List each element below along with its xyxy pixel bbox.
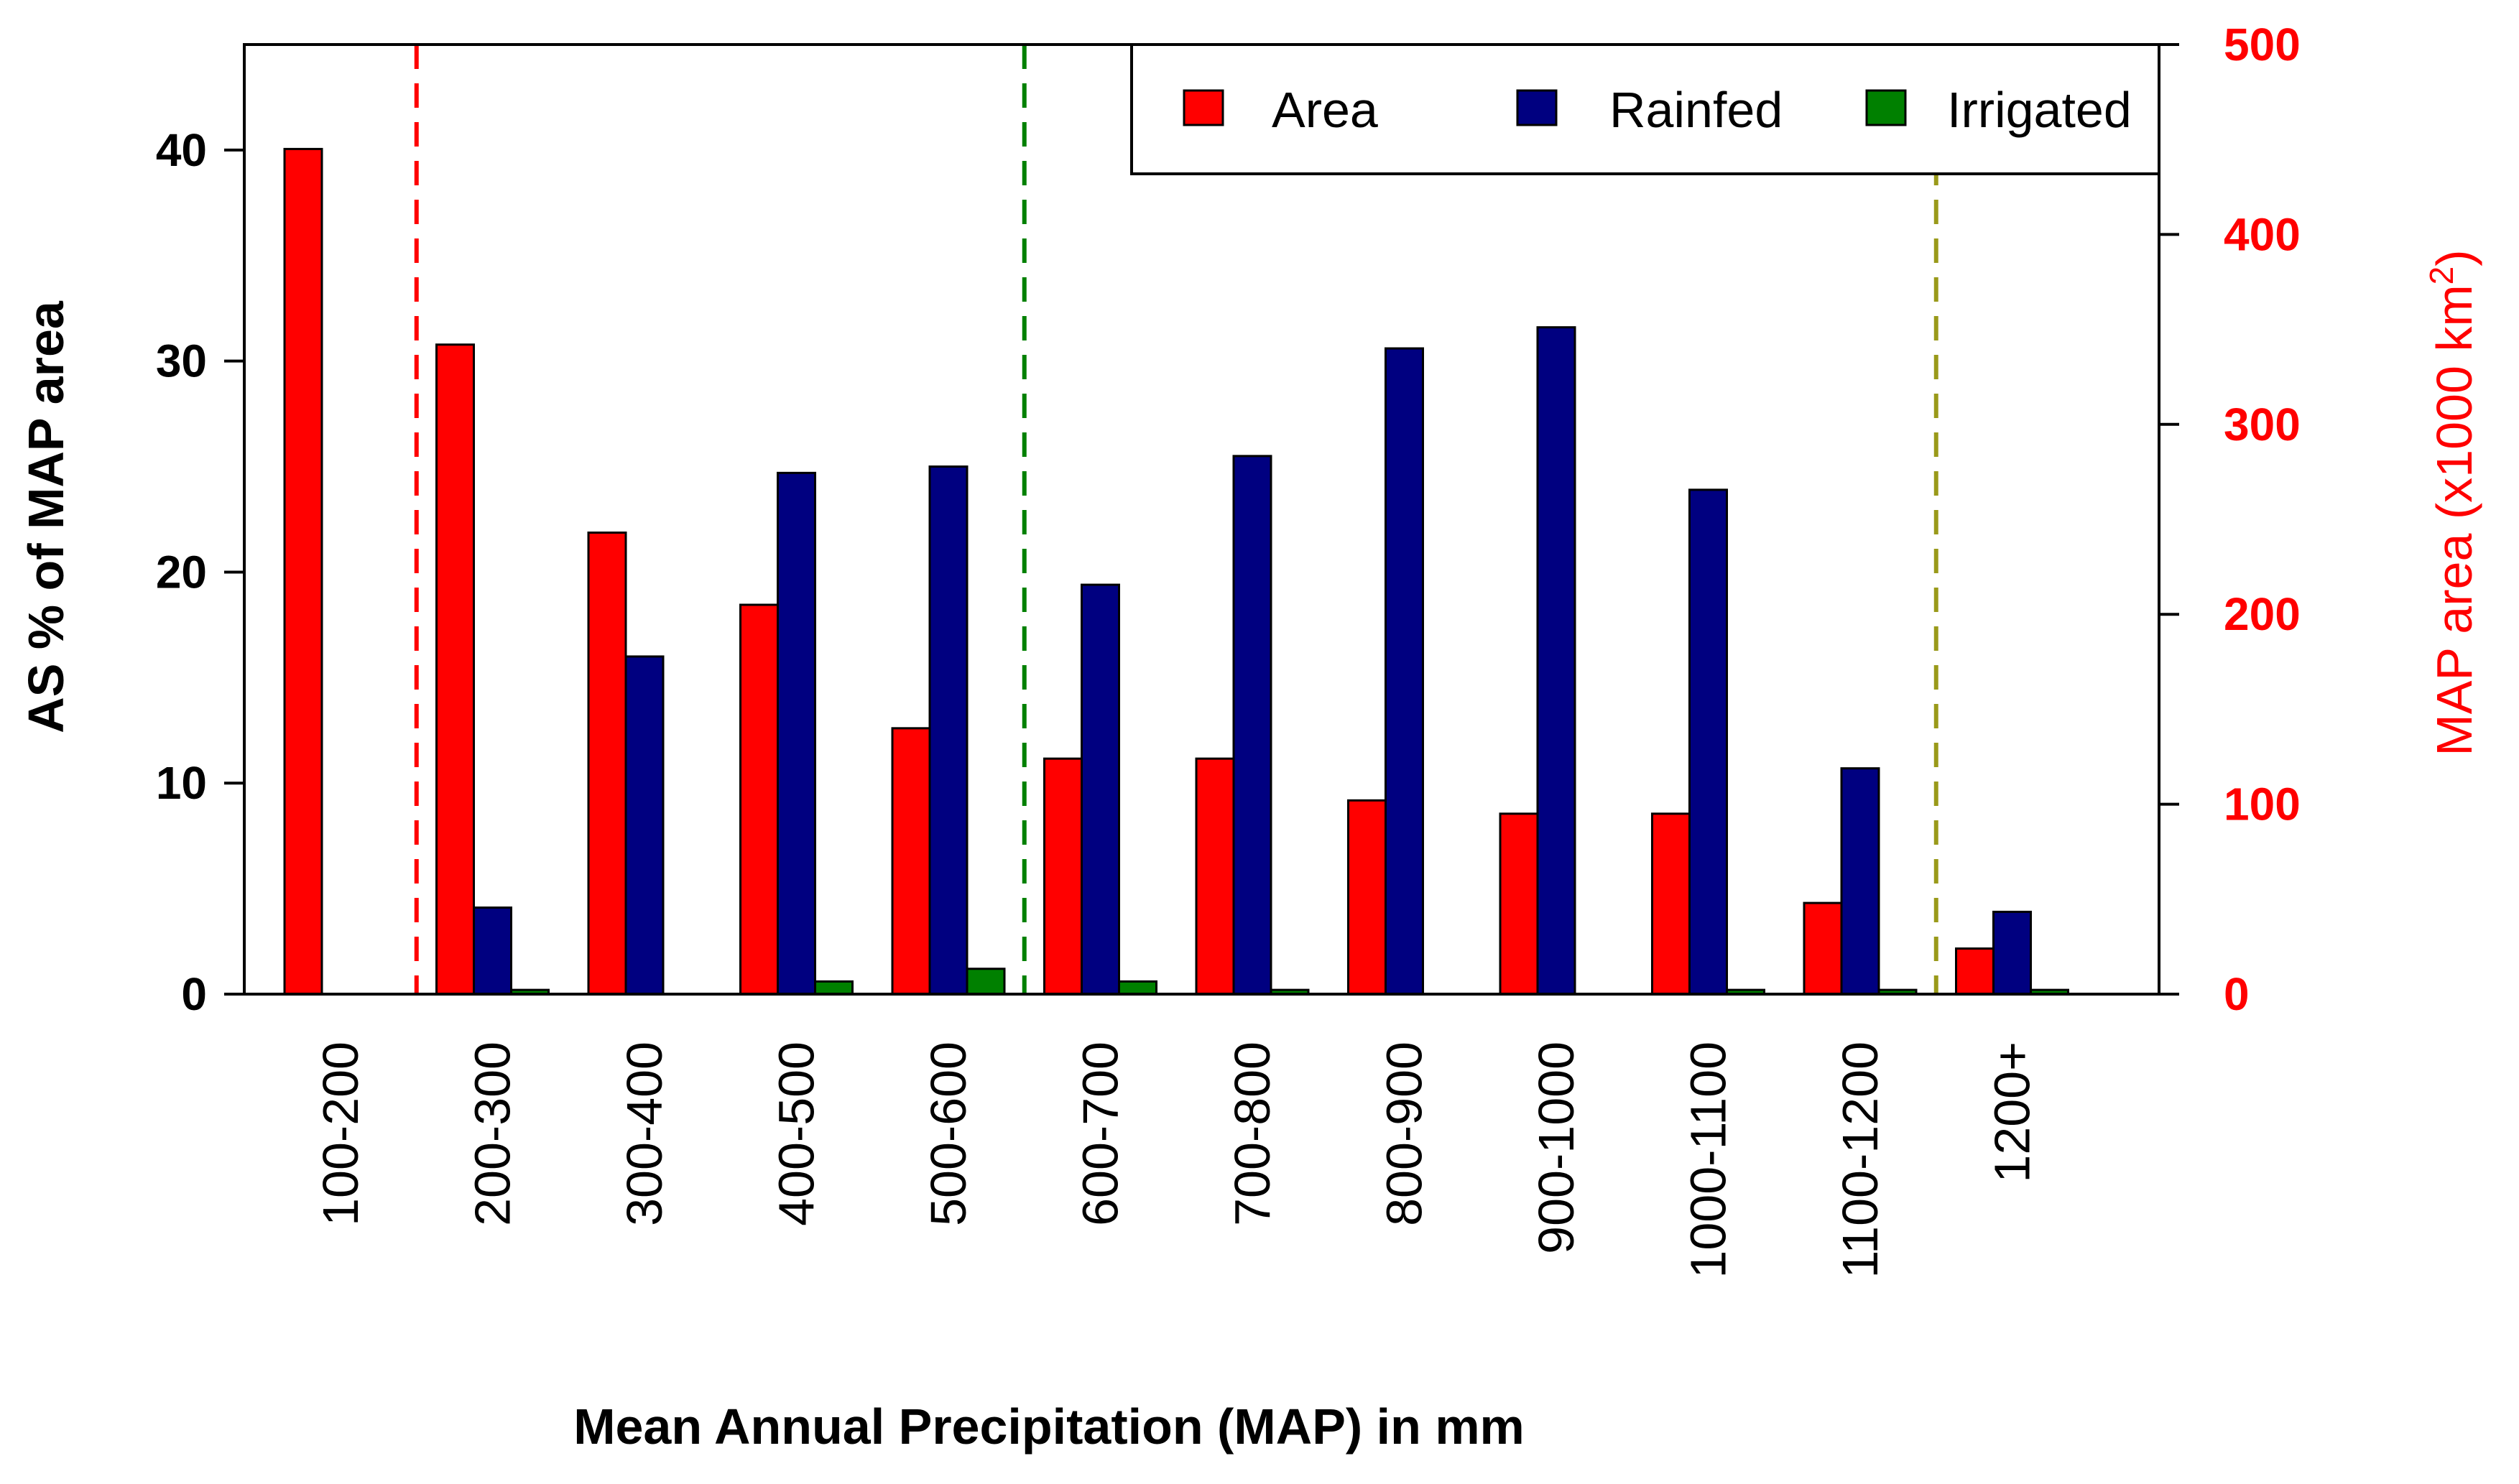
legend: Area Rainfed Irrigated	[1130, 43, 2160, 175]
x-axis-title: Mean Annual Precipitation (MAP) in mm	[573, 1399, 1525, 1455]
bar-irrigated-600-700	[1118, 980, 1157, 996]
bar-area-500-600	[891, 727, 931, 996]
bar-rainfed-200-300	[473, 906, 512, 996]
bar-rainfed-1200+	[1992, 910, 2032, 996]
bar-area-1200+	[1955, 947, 1995, 996]
bar-rainfed-1100-1200	[1840, 767, 1880, 996]
legend-swatch-irrigated	[1865, 89, 1907, 126]
y-right-tick-label-500: 500	[2224, 19, 2301, 70]
x-tick-label-600-700: 600-700	[1073, 1042, 1129, 1226]
bar-irrigated-500-600	[966, 968, 1006, 996]
x-tick-label-1100-1200: 1100-1200	[1832, 1042, 1888, 1279]
y-tick-label-40: 40	[156, 124, 207, 176]
y-axis-title: AS % of MAP area	[18, 300, 74, 733]
x-tick-label-1200+: 1200+	[1984, 1042, 2040, 1183]
x-tick-label-400-500: 400-500	[769, 1042, 825, 1226]
y-axis-title-right-superscript: 2	[2423, 266, 2460, 285]
y-right-tick-label-400: 400	[2224, 208, 2301, 260]
x-tick-label-500-600: 500-600	[920, 1042, 976, 1226]
legend-box	[1130, 43, 2160, 175]
x-tick-label-800-900: 800-900	[1377, 1042, 1433, 1226]
legend-label-area: Area	[1272, 82, 1378, 138]
bar-rainfed-300-400	[624, 655, 665, 996]
reference-lines-layer	[414, 45, 1938, 994]
bar-area-1000-1100	[1651, 812, 1691, 996]
y-axis-title-right-main: MAP area (x1000 km	[2426, 284, 2482, 756]
y-tick-label-0: 0	[181, 968, 207, 1020]
bar-area-300-400	[587, 532, 627, 996]
left-axis: 0 10 20 30 40	[156, 124, 244, 1020]
y-axis-title-right: MAP area (x1000 km2)	[2423, 249, 2482, 756]
legend-label-rainfed: Rainfed	[1609, 82, 1783, 138]
bar-area-1100-1200	[1803, 901, 1843, 996]
x-tick-label-200-300: 200-300	[465, 1042, 521, 1226]
y-right-tick-label-100: 100	[2224, 779, 2301, 830]
x-tick-label-100-200: 100-200	[313, 1042, 369, 1226]
bar-area-400-500	[739, 603, 779, 996]
bar-rainfed-500-600	[928, 465, 969, 996]
legend-swatch-area	[1183, 89, 1224, 126]
bar-area-700-800	[1195, 757, 1235, 996]
bar-area-900-1000	[1499, 812, 1539, 996]
x-tick-label-700-800: 700-800	[1224, 1042, 1280, 1226]
y-tick-label-20: 20	[156, 546, 207, 598]
bar-area-100-200	[283, 147, 323, 996]
x-tick-label-300-400: 300-400	[616, 1042, 672, 1226]
right-axis: 0 100 200 300 400 500	[2159, 19, 2301, 1020]
bar-rainfed-400-500	[777, 471, 816, 996]
category-labels: 100-200 200-300 300-400 400-500 500-600 600-7…	[313, 1042, 2040, 1279]
bar-rainfed-1000-1100	[1688, 488, 1728, 996]
bar-rainfed-700-800	[1232, 455, 1272, 996]
legend-swatch-rainfed	[1516, 89, 1558, 126]
y-tick-label-30: 30	[156, 335, 207, 387]
bar-rainfed-600-700	[1081, 583, 1120, 996]
y-right-tick-label-200: 200	[2224, 588, 2301, 640]
bar-area-800-900	[1347, 799, 1387, 996]
legend-label-irrigated: Irrigated	[1947, 82, 2132, 138]
y-right-tick-label-0: 0	[2224, 968, 2250, 1020]
bars-layer	[283, 147, 2069, 996]
x-tick-label-1000-1100: 1000-1100	[1681, 1042, 1737, 1279]
y-axis-title-right-close: )	[2426, 249, 2482, 266]
y-tick-label-10: 10	[156, 757, 207, 809]
x-tick-label-900-1000: 900-1000	[1528, 1042, 1584, 1254]
bar-area-600-700	[1043, 757, 1083, 996]
bar-rainfed-900-1000	[1536, 326, 1576, 996]
bar-rainfed-800-900	[1385, 347, 1424, 996]
bar-area-200-300	[435, 343, 475, 996]
bar-irrigated-400-500	[814, 980, 854, 996]
y-right-tick-label-300: 300	[2224, 399, 2301, 450]
